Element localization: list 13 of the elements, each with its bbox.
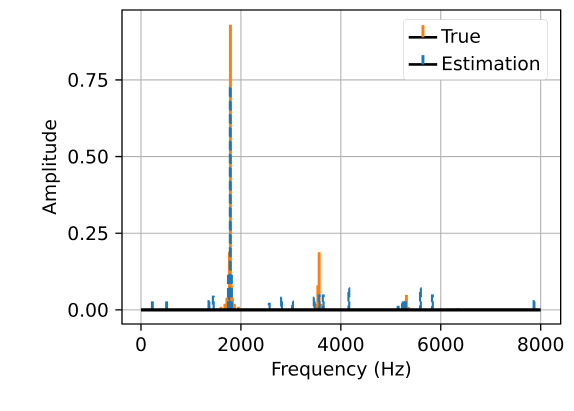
legend-label: Estimation [443, 56, 539, 70]
y-tick-label: 0.25 [68, 226, 108, 240]
y-tick-label: 0.00 [68, 302, 108, 317]
y-tick-label: 0.50 [68, 150, 108, 164]
x-tick-label: 4000 [318, 337, 364, 352]
y-tick-label: 0.75 [68, 72, 108, 87]
x-axis-title: Frequency (Hz) [272, 361, 410, 380]
x-tick-label: 2000 [218, 337, 264, 352]
y-axis-title: Amplitude [42, 120, 60, 215]
legend-label: True [441, 29, 480, 43]
x-tick-label: 6000 [418, 337, 464, 352]
x-tick-label: 8000 [518, 337, 564, 352]
x-tick-label: 0 [136, 337, 146, 352]
